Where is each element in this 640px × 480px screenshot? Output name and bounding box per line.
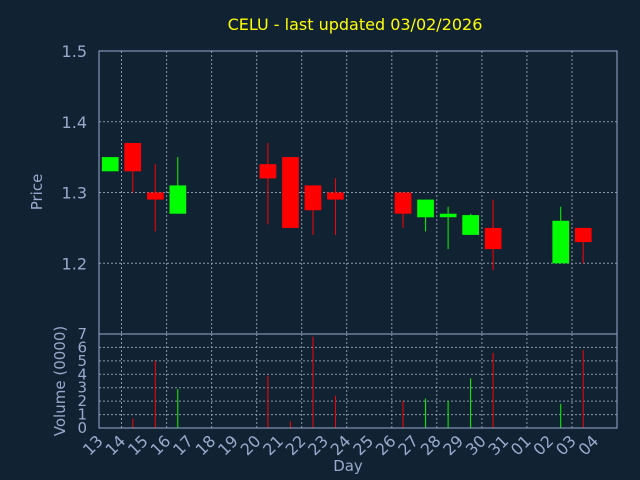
price-y-tick-label: 1.2 xyxy=(62,254,87,273)
candle-body xyxy=(327,192,344,200)
volume-y-tick-label: 4 xyxy=(77,365,87,383)
volume-bars xyxy=(132,336,584,428)
x-tick-labels: 1314151617181920212223242526272829303101… xyxy=(79,431,602,459)
volume-axis-label: Volume (0000) xyxy=(51,326,69,436)
price-y-tick-label: 1.5 xyxy=(62,42,87,61)
candle-body xyxy=(417,199,434,218)
volume-y-tick-label: 6 xyxy=(77,338,87,356)
candle-body xyxy=(552,220,570,264)
volume-y-tick-label: 2 xyxy=(77,392,87,410)
candle-body xyxy=(439,213,457,218)
chart-title: CELU - last updated 03/02/2026 xyxy=(228,15,483,34)
volume-panel-frame xyxy=(98,333,618,429)
volume-y-tick-label: 0 xyxy=(77,419,87,437)
volume-y-tick-label: 5 xyxy=(77,352,87,370)
candle-body xyxy=(124,143,142,172)
volume-y-tick-label: 1 xyxy=(77,406,87,424)
candle-body xyxy=(259,164,277,179)
candle-body xyxy=(462,215,479,235)
volume-y-tick-label: 3 xyxy=(77,379,87,397)
candle-body xyxy=(101,157,119,172)
price-y-tick-label: 1.4 xyxy=(62,113,87,132)
price-y-tick-label: 1.3 xyxy=(62,184,87,203)
candle-body xyxy=(304,185,322,211)
candlestick-series xyxy=(101,143,592,271)
x-axis-label: Day xyxy=(333,457,363,475)
price-y-tick-labels: 1.2 1.3 1.4 1.5 xyxy=(62,42,87,273)
candle-body xyxy=(574,227,592,243)
candle-body xyxy=(147,192,164,200)
volume-y-tick-label: 7 xyxy=(77,325,87,343)
price-gridlines xyxy=(99,50,617,334)
price-axis-label: Price xyxy=(28,174,46,211)
candle-body xyxy=(169,185,187,214)
candle-body xyxy=(282,157,299,228)
candle-body xyxy=(484,227,502,250)
candle-body xyxy=(394,192,412,214)
